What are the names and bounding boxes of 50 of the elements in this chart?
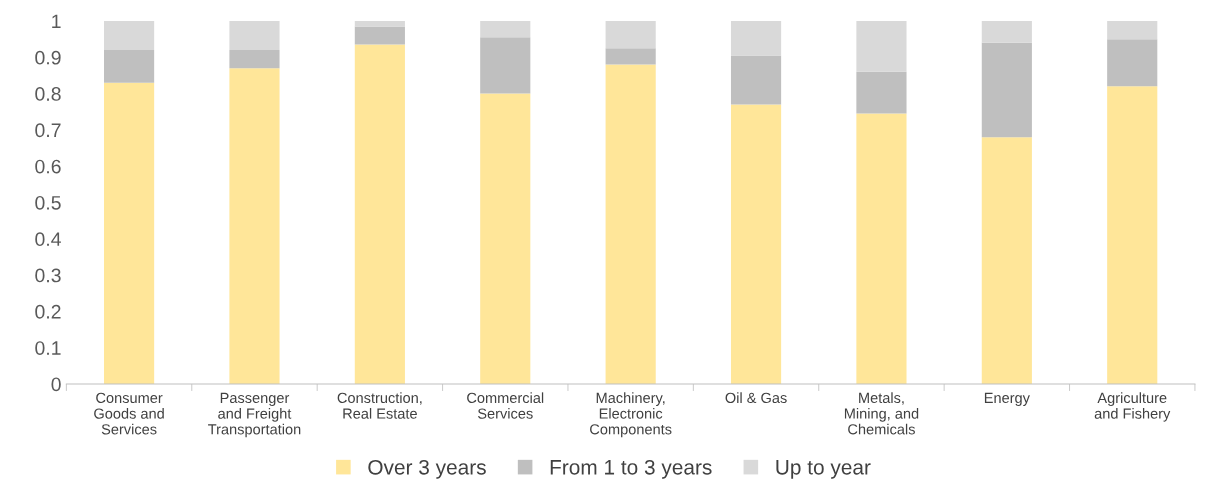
- bar: [229, 50, 280, 69]
- x-tick-label: Agriculture and Fishery: [1094, 392, 1171, 422]
- bar: [605, 64, 656, 384]
- y-tick-label: 0.7: [35, 123, 61, 138]
- bar: [856, 113, 907, 384]
- x-tick-label: Machinery, Electronic Components: [590, 392, 672, 438]
- bar: [104, 21, 155, 51]
- bar: [981, 42, 1032, 138]
- bar: [1107, 21, 1158, 40]
- x-tick-label: Consumer Goods and Services: [94, 392, 164, 435]
- bar: [480, 93, 531, 384]
- y-tick-label: 0.6: [35, 159, 61, 174]
- y-tick-label: 0.1: [35, 341, 61, 355]
- y-tick-label: 0.5: [35, 195, 61, 210]
- bar: [354, 26, 405, 45]
- x-tick-label: Metals, Mining, and Chemicals: [844, 392, 919, 435]
- y-tick-label: 0: [51, 377, 61, 392]
- bar: [1107, 86, 1158, 384]
- bar: [354, 21, 405, 27]
- legend-label: Over 3 years: [368, 459, 486, 479]
- x-tick-label: Oil & Gas: [725, 392, 787, 404]
- bar: [856, 71, 907, 114]
- bar: [104, 82, 155, 384]
- bar: [981, 21, 1032, 43]
- bar: [605, 48, 656, 65]
- bar: [229, 68, 280, 384]
- bar: [104, 50, 155, 83]
- bar: [480, 21, 531, 38]
- x-tick-label: Passenger and Freight Transportation: [208, 392, 301, 438]
- bar: [981, 137, 1032, 384]
- y-tick-label: 1: [52, 14, 61, 29]
- bar: [730, 55, 782, 105]
- legend-label: From 1 to 3 years: [550, 459, 712, 479]
- y-tick-label: 0.9: [35, 50, 61, 65]
- x-tick-label: Commercial Services: [467, 392, 544, 419]
- bar: [605, 21, 656, 49]
- y-tick-label: 0.8: [35, 87, 61, 101]
- bar: [229, 21, 280, 51]
- bar: [730, 21, 782, 56]
- y-tick-label: 0.3: [35, 268, 61, 283]
- bar: [730, 104, 782, 384]
- x-tick-label: Energy: [984, 392, 1030, 406]
- y-tick-label: 0.2: [35, 304, 61, 319]
- x-tick-label: Construction, Real Estate: [337, 392, 422, 419]
- bar: [1107, 39, 1158, 87]
- bar: [354, 44, 405, 384]
- bar: [856, 21, 907, 72]
- y-tick-label: 0.4: [35, 232, 61, 247]
- legend-label: Up to year: [776, 460, 871, 479]
- bar: [480, 37, 531, 94]
